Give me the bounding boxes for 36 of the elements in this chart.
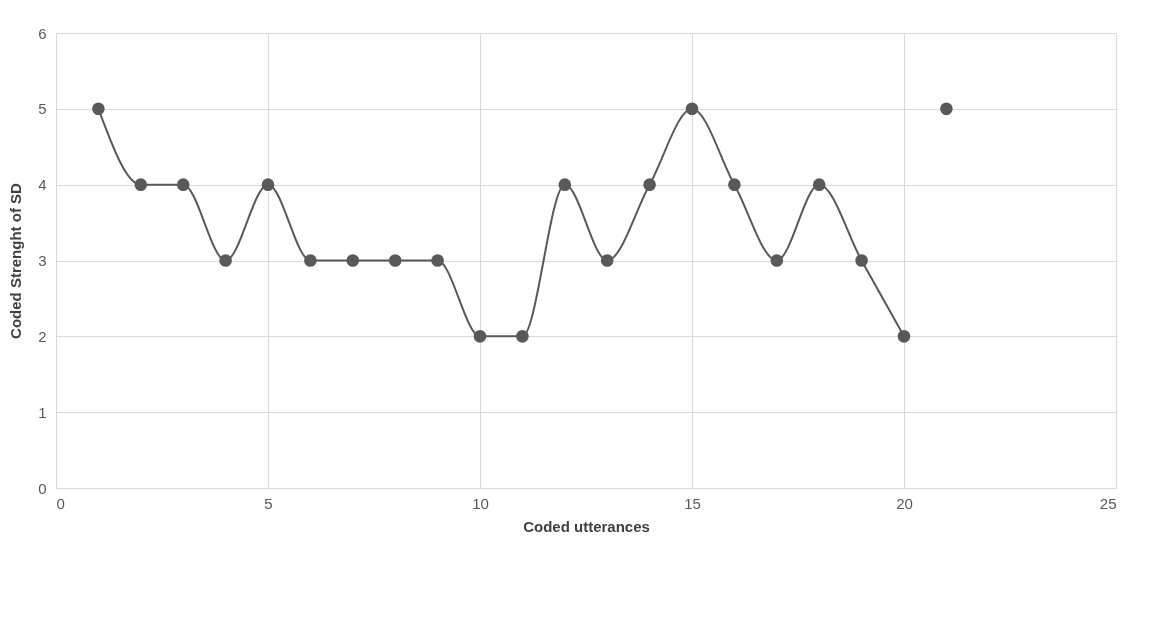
point — [600, 254, 614, 267]
x-tick-label: 20 — [896, 494, 913, 512]
point — [897, 330, 911, 343]
point — [388, 254, 402, 267]
point — [176, 178, 190, 191]
x-tick-label: 0 — [56, 494, 65, 512]
y-tick-label: 6 — [38, 24, 47, 42]
point — [558, 178, 572, 191]
point — [134, 178, 148, 191]
point — [643, 178, 656, 191]
y-tick-label: 3 — [38, 252, 47, 269]
point — [92, 102, 105, 116]
y-tick-label: 4 — [38, 176, 47, 194]
point — [940, 102, 953, 116]
point — [855, 254, 868, 267]
point — [728, 178, 741, 191]
y-axis-title: Coded Strenght of SD — [7, 182, 25, 339]
y-tick-label: 5 — [38, 100, 47, 118]
point — [431, 254, 444, 267]
x-axis-title: Coded utterances — [523, 517, 650, 535]
point — [346, 254, 360, 267]
point — [304, 254, 317, 267]
point — [685, 102, 699, 116]
y-tick-label: 0 — [38, 479, 47, 497]
y-tick-label: 1 — [38, 403, 47, 421]
point — [261, 178, 275, 191]
point — [770, 254, 784, 267]
point — [219, 254, 232, 267]
y-tick-label: 2 — [38, 327, 47, 345]
x-tick-label: 5 — [264, 494, 273, 512]
x-tick-label: 10 — [472, 494, 489, 512]
point — [516, 330, 529, 343]
point — [812, 178, 826, 191]
x-tick-label: 15 — [684, 494, 701, 512]
x-tick-label: 25 — [1099, 494, 1117, 512]
point — [473, 330, 487, 343]
